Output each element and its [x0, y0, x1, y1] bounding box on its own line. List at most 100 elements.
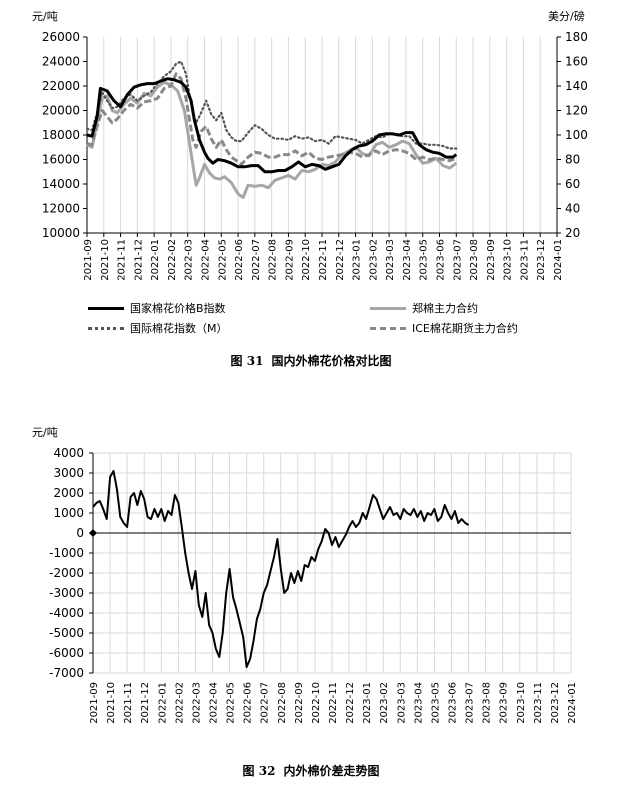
y-tick-label: -4000	[49, 606, 84, 620]
chart1-caption: 图 31 国内外棉花价格对比图	[0, 352, 622, 369]
chart2-axes	[89, 452, 571, 674]
legend-swatch-dotted	[88, 326, 124, 330]
y-tick-label: 0	[76, 526, 84, 540]
series-line-solid-black	[86, 77, 458, 174]
x-tick-label: 2021-11	[117, 239, 128, 281]
x-tick-label: 2022-02	[167, 239, 178, 281]
y-tick-label: 12000	[42, 202, 80, 216]
y-tick-label: 14000	[42, 177, 80, 191]
series-line-solid-grey	[86, 80, 458, 199]
x-tick-label: 2023-11	[519, 239, 530, 281]
y-tick-label: 1000	[53, 506, 84, 520]
legend-label: 国家棉花价格B指数	[130, 302, 226, 315]
chart1-right-unit: 美分/磅	[548, 10, 585, 23]
series-line-spread	[92, 470, 470, 668]
chart1-y-tick-labels: 26000 24000 22000 20000 18000 16000 14000 12000…	[42, 30, 80, 240]
x-tick-label: 2023-09	[486, 239, 497, 281]
y2-tick-label: 40	[565, 202, 580, 216]
x-tick-label: 2022-10	[311, 682, 322, 724]
x-tick-label: 2022-12	[335, 239, 346, 281]
x-tick-label: 2022-03	[191, 682, 202, 724]
legend-label: 国际棉花指数（M）	[130, 322, 228, 335]
chart1-caption-text: 国内外棉花价格对比图	[271, 354, 392, 368]
x-tick-label: 2022-05	[217, 239, 228, 281]
x-tick-label: 2022-07	[251, 239, 262, 281]
y-tick-label: -3000	[49, 586, 84, 600]
x-tick-label: 2024-01	[567, 682, 578, 724]
x-tick-label: 2023-01	[352, 239, 363, 281]
y-tick-label: -6000	[49, 646, 84, 660]
x-tick-label: 2022-12	[345, 682, 356, 724]
x-tick-label: 2022-11	[328, 682, 339, 724]
x-tick-label: 2022-05	[226, 682, 237, 724]
x-tick-label: 2023-04	[402, 239, 413, 281]
x-tick-label: 2023-08	[469, 239, 480, 281]
x-tick-label: 2021-09	[83, 239, 94, 281]
x-tick-label: 2023-08	[482, 682, 493, 724]
y2-tick-label: 60	[565, 177, 580, 191]
x-tick-label: 2023-07	[452, 239, 463, 281]
y2-tick-label: 160	[565, 55, 588, 69]
y-tick-label: 16000	[42, 153, 80, 167]
chart1-caption-number: 图 31	[230, 354, 264, 368]
x-tick-label: 2023-03	[396, 682, 407, 724]
chart1-left-unit: 元/吨	[32, 10, 58, 23]
x-tick-label: 2024-01	[553, 239, 564, 281]
series-line-dashed	[86, 72, 457, 166]
y-tick-label: 24000	[42, 55, 80, 69]
x-tick-label: 2021-09	[89, 682, 100, 724]
y-tick-label: 3000	[53, 466, 84, 480]
x-tick-label: 2023-02	[368, 239, 379, 281]
x-tick-label: 2021-12	[140, 682, 151, 724]
y-tick-label: 10000	[42, 226, 80, 240]
x-tick-label: 2021-10	[106, 682, 117, 724]
x-tick-label: 2022-04	[201, 239, 212, 281]
y2-tick-label: 80	[565, 153, 580, 167]
y2-tick-label: 20	[565, 226, 580, 240]
y-tick-label: -7000	[49, 666, 84, 680]
chart2-x-tick-labels: 2021-09 2021-10 2021-11 2021-12 2022-01 2022-…	[89, 682, 578, 724]
x-tick-label: 2023-10	[503, 239, 514, 281]
x-tick-label: 2022-04	[209, 682, 220, 724]
legend-item-ice: ICE棉花期货主力合约	[370, 320, 518, 336]
y-tick-label: 4000	[53, 446, 84, 460]
x-tick-label: 2023-02	[379, 682, 390, 724]
x-tick-label: 2023-11	[533, 682, 544, 724]
chart1-series	[85, 60, 458, 199]
chart1-grid	[103, 37, 541, 233]
y-tick-label: 22000	[42, 79, 80, 93]
x-tick-label: 2023-06	[448, 682, 459, 724]
chart2-y-tick-labels: 4000 3000 2000 1000 0 -1000 -2000 -3000 -4000 -50…	[49, 446, 84, 680]
x-tick-label: 2023-01	[362, 682, 373, 724]
y-tick-label: 20000	[42, 104, 80, 118]
chart2-caption-number: 图 32	[242, 764, 276, 778]
legend-swatch-solid-grey	[370, 306, 406, 310]
chart2-series	[92, 470, 470, 668]
x-tick-label: 2023-04	[413, 682, 424, 724]
x-tick-label: 2023-12	[550, 682, 561, 724]
x-tick-label: 2022-08	[277, 682, 288, 724]
x-tick-label: 2023-05	[419, 239, 430, 281]
x-tick-label: 2022-11	[318, 239, 329, 281]
legend-item-zce: 郑棉主力合约	[370, 300, 478, 316]
chart1-x-tick-labels: 2021-09 2021-10 2021-11 2021-12 2022-01 2022-…	[83, 239, 564, 281]
chart1-y2-tick-labels: 180 160 140 120 100 80 60 40 20	[565, 30, 588, 240]
x-tick-label: 2022-09	[294, 682, 305, 724]
chart2-caption-text: 内外棉价差走势图	[283, 764, 380, 778]
x-tick-label: 2023-12	[536, 239, 547, 281]
y2-tick-label: 100	[565, 128, 588, 142]
x-tick-label: 2023-06	[436, 239, 447, 281]
chart2-caption: 图 32 内外棉价差走势图	[0, 762, 622, 779]
x-tick-label: 2023-09	[499, 682, 510, 724]
y-tick-label: 26000	[42, 30, 80, 44]
y2-tick-label: 180	[565, 30, 588, 44]
legend-item-b-index: 国家棉花价格B指数	[88, 300, 226, 316]
legend-swatch-solid-black	[88, 306, 124, 310]
x-tick-label: 2022-01	[157, 682, 168, 724]
chart1-axes	[83, 36, 561, 237]
x-tick-label: 2021-11	[123, 682, 134, 724]
x-tick-label: 2022-09	[284, 239, 295, 281]
legend-label: ICE棉花期货主力合约	[412, 322, 518, 335]
x-tick-label: 2021-10	[100, 239, 111, 281]
y-tick-label: 18000	[42, 128, 80, 142]
